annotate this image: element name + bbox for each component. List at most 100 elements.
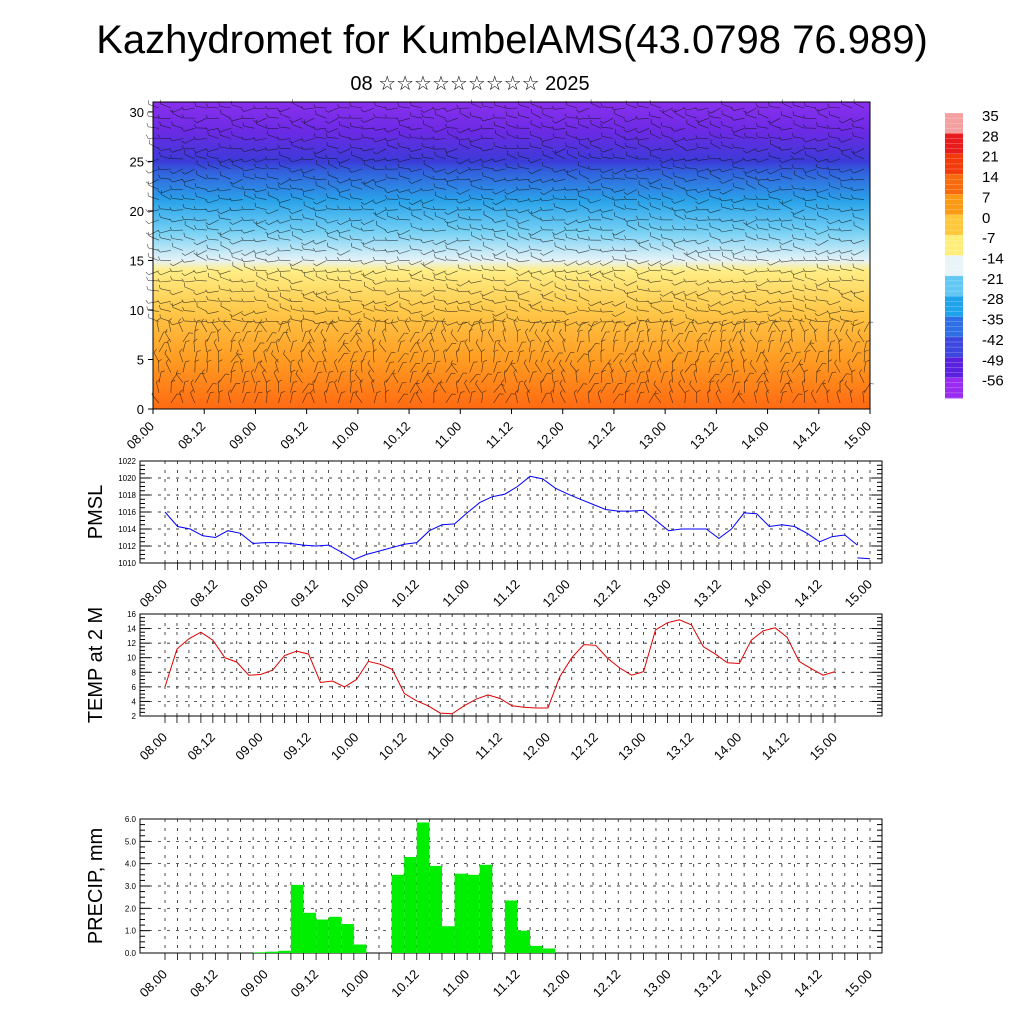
colorbar-label: -42 xyxy=(982,332,1004,349)
temp-panel-ylabel: TEMP at 2 M xyxy=(85,607,107,723)
y-tick-label: 4.0 xyxy=(125,860,137,869)
y-tick-label: 6.0 xyxy=(125,815,137,824)
colorbar-swatch xyxy=(945,336,963,358)
x-tick-label: 08.00 xyxy=(137,730,171,764)
y-tick-label: 20 xyxy=(130,204,144,219)
colorbar-swatch xyxy=(945,316,963,338)
precip-bar xyxy=(316,919,329,953)
colorbar-label: 28 xyxy=(982,128,999,145)
x-tick-label: 12.00 xyxy=(539,967,573,1001)
page-subtitle: 08 ☆☆☆☆☆☆☆☆☆ 2025 xyxy=(350,73,590,95)
colorbar-label: 7 xyxy=(982,189,990,206)
colorbar-swatch xyxy=(945,377,963,399)
x-tick-label: 08.12 xyxy=(187,577,221,611)
x-tick-label: 10.00 xyxy=(338,967,372,1001)
y-tick-label: 0.0 xyxy=(125,949,137,958)
x-tick-label: 11.00 xyxy=(431,419,464,452)
precip-bar xyxy=(442,926,455,953)
x-tick-label: 13.12 xyxy=(663,730,697,764)
x-tick-label: 15.00 xyxy=(842,577,876,611)
x-tick-label: 09.00 xyxy=(237,577,271,611)
y-tick-label: 10 xyxy=(130,303,144,318)
y-tick-label: 25 xyxy=(130,154,144,169)
x-tick-label: 15.00 xyxy=(807,730,841,764)
y-tick-label: 1010 xyxy=(118,559,136,568)
colorbar-label: -35 xyxy=(982,312,1004,329)
colorbar-label: -56 xyxy=(982,373,1004,390)
x-tick-label: 10.12 xyxy=(388,967,422,1001)
x-tick-label: 09.12 xyxy=(277,419,311,453)
y-tick-label: 1020 xyxy=(118,474,136,483)
x-tick-label: 14.00 xyxy=(741,577,775,611)
y-tick-label: 5.0 xyxy=(125,837,137,846)
x-tick-label: 09.12 xyxy=(288,967,322,1001)
colorbar-swatch xyxy=(945,133,963,155)
y-tick-label: 0 xyxy=(137,402,144,417)
x-tick-label: 12.00 xyxy=(539,577,573,611)
y-tick-label: 15 xyxy=(130,253,144,268)
y-tick-label: 6 xyxy=(132,683,137,692)
colorbar-swatch xyxy=(945,296,963,318)
colorbar-label: 21 xyxy=(982,149,999,166)
y-tick-label: 1.0 xyxy=(125,927,137,936)
colorbar-swatch xyxy=(945,174,963,195)
x-tick-label: 09.00 xyxy=(226,419,260,453)
colorbar-label: -14 xyxy=(982,251,1004,268)
x-tick-label: 15.00 xyxy=(842,967,876,1001)
y-tick-label: 3.0 xyxy=(125,882,137,891)
x-tick-label: 13.00 xyxy=(640,967,674,1001)
precip-bar xyxy=(467,874,480,953)
colorbar-label: -7 xyxy=(982,230,995,247)
x-tick-label: 10.00 xyxy=(338,577,372,611)
precip-bar xyxy=(429,865,442,953)
y-tick-label: 4 xyxy=(132,697,137,706)
x-tick-label: 10.00 xyxy=(328,730,362,764)
precip-bar xyxy=(341,924,354,953)
colorbar-label: -28 xyxy=(982,291,1004,308)
x-tick-label: 11.12 xyxy=(483,419,516,452)
colorbar-label: -21 xyxy=(982,271,1004,288)
y-tick-label: 1016 xyxy=(118,508,136,517)
x-tick-label: 12.00 xyxy=(519,730,553,764)
x-tick-label: 11.00 xyxy=(424,730,457,763)
pmsl-line xyxy=(164,475,858,561)
x-tick-label: 15.00 xyxy=(841,419,875,453)
x-tick-label: 08.00 xyxy=(137,577,171,611)
y-tick-label: 30 xyxy=(130,105,144,120)
y-tick-label: 16 xyxy=(127,610,136,619)
x-tick-label: 08.00 xyxy=(124,419,158,453)
precip-bar xyxy=(290,884,304,953)
x-tick-label: 10.12 xyxy=(376,730,410,764)
x-tick-label: 14.00 xyxy=(711,730,745,764)
x-tick-label: 08.12 xyxy=(184,730,218,764)
colorbar-label: 14 xyxy=(982,169,999,186)
colorbar-swatch xyxy=(945,235,963,256)
y-tick-label: 5 xyxy=(137,352,144,367)
colorbar-swatch xyxy=(945,214,963,236)
precip-bar xyxy=(278,950,291,953)
colorbar-swatch xyxy=(945,153,963,175)
x-tick-label: 09.12 xyxy=(288,577,322,611)
precip-panel-ylabel: PRECIP, mm xyxy=(85,828,107,944)
precip-bar xyxy=(479,864,493,953)
x-tick-label: 14.00 xyxy=(741,967,775,1001)
x-tick-label: 11.12 xyxy=(490,577,523,610)
heatmap-field xyxy=(153,102,870,409)
y-tick-label: 1018 xyxy=(118,491,136,500)
x-tick-label: 09.00 xyxy=(237,967,271,1001)
x-tick-label: 10.12 xyxy=(380,419,414,453)
x-tick-label: 08.00 xyxy=(137,967,171,1001)
precip-bar xyxy=(517,930,531,953)
x-tick-label: 12.00 xyxy=(533,419,567,453)
temp-line xyxy=(164,619,836,715)
wind-barbs xyxy=(145,99,875,404)
colorbar-swatch xyxy=(945,275,963,297)
x-tick-label: 12.12 xyxy=(590,967,624,1001)
precip-bar xyxy=(542,948,556,953)
x-tick-label: 08.12 xyxy=(187,967,221,1001)
y-tick-label: 8 xyxy=(132,668,137,677)
x-tick-label: 08.12 xyxy=(175,419,209,453)
y-tick-label: 1014 xyxy=(118,525,136,534)
precip-bar xyxy=(404,857,417,953)
